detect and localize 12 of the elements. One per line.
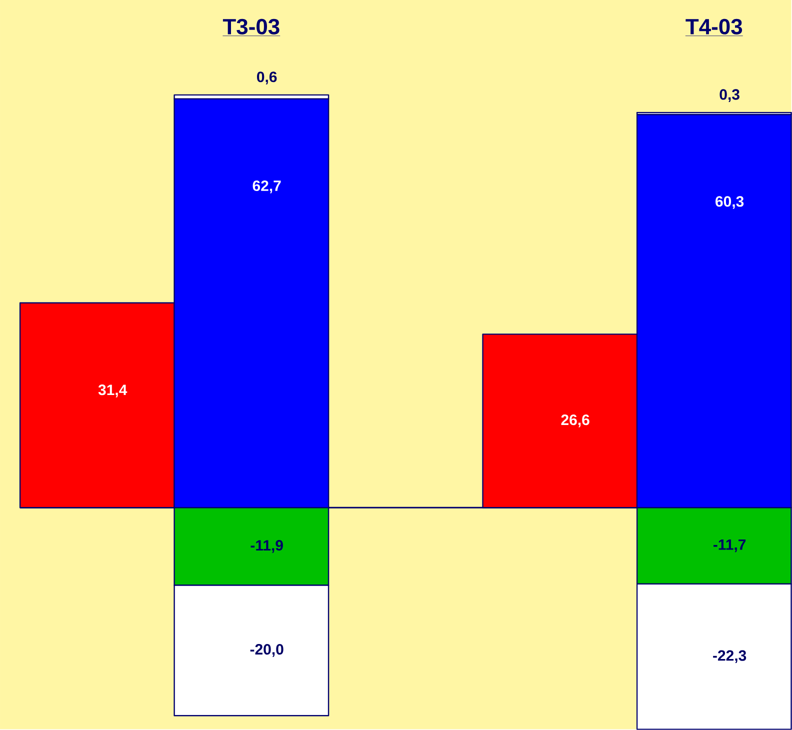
data-label: 26,6 <box>561 414 590 428</box>
data-label: 62,7 <box>252 180 281 194</box>
x-tick-label: T4-03 <box>686 18 742 34</box>
x-tick-label: T3-03 <box>222 18 280 34</box>
data-label: -11,7 <box>713 540 746 552</box>
data-label: -20,0 <box>250 644 284 657</box>
data-label: 0,3 <box>720 89 740 102</box>
data-label: -22,3 <box>713 650 746 664</box>
data-label: 60,3 <box>716 196 744 209</box>
data-label: 31,4 <box>98 384 128 398</box>
data-label: 0,6 <box>257 72 277 84</box>
data-label: -11,9 <box>250 540 283 553</box>
